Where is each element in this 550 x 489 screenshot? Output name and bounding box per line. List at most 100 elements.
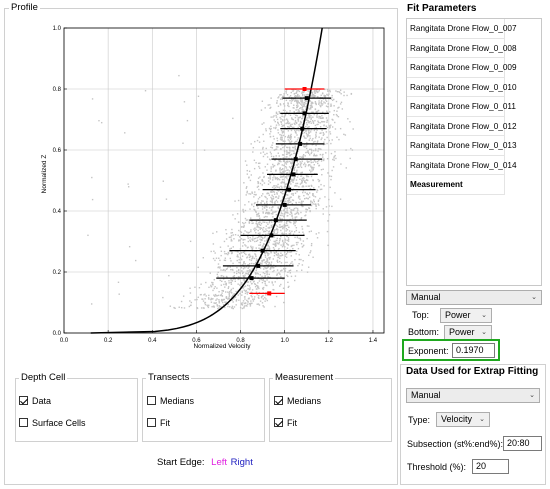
data-point: [277, 122, 279, 125]
data-point: [290, 161, 292, 163]
data-point: [225, 297, 228, 299]
list-item-transect[interactable]: Rangitata Drone Flow_0_013: [407, 136, 517, 156]
data-point: [308, 139, 310, 141]
data-point: [264, 284, 267, 286]
data-point: [273, 230, 276, 232]
depth-cell-surface-checkbox[interactable]: Surface Cells: [19, 418, 86, 428]
data-point: [228, 282, 230, 284]
median-point: [256, 263, 261, 268]
extrap-mode-select[interactable]: Manual ⌄: [406, 388, 540, 403]
data-point: [283, 105, 286, 107]
subsection-input[interactable]: 20:80: [503, 436, 542, 451]
data-point: [233, 238, 235, 240]
data-point: [268, 231, 270, 233]
transects-fit-checkbox[interactable]: Fit: [147, 418, 170, 428]
data-point: [290, 178, 292, 181]
data-point: [213, 250, 215, 252]
list-item-transect[interactable]: Rangitata Drone Flow_0_009: [407, 58, 517, 78]
data-point: [204, 303, 207, 306]
data-point: [284, 251, 286, 254]
data-point: [267, 212, 269, 215]
data-point: [232, 275, 235, 278]
type-select[interactable]: Velocity ⌄: [436, 412, 490, 427]
data-point: [302, 93, 304, 96]
data-point: [295, 229, 298, 232]
list-item-transect[interactable]: Rangitata Drone Flow_0_014: [407, 155, 517, 175]
data-point: [211, 306, 213, 308]
data-point: [305, 108, 307, 111]
list-item-measurement[interactable]: Measurement: [407, 175, 505, 195]
list-item-transect[interactable]: Rangitata Drone Flow_0_008: [407, 38, 517, 58]
data-point: [291, 217, 294, 219]
data-point: [258, 196, 261, 199]
data-point: [290, 157, 293, 160]
fit-mode-select[interactable]: Manual ⌄: [406, 290, 542, 305]
data-point: [248, 201, 250, 203]
data-point: [322, 98, 325, 100]
data-point: [254, 272, 257, 274]
data-point: [267, 263, 270, 266]
data-point: [258, 304, 261, 306]
data-point: [224, 291, 227, 293]
data-point: [235, 290, 237, 293]
data-point: [255, 222, 257, 225]
data-point: [308, 90, 310, 93]
data-point: [248, 193, 250, 195]
data-point: [248, 170, 251, 172]
data-point: [291, 189, 294, 192]
list-item-transect[interactable]: Rangitata Drone Flow_0_007: [407, 19, 517, 39]
data-point: [297, 241, 299, 244]
transects-medians-checkbox[interactable]: Medians: [147, 396, 194, 406]
median-point: [249, 276, 254, 281]
data-point: [324, 95, 327, 97]
data-point: [317, 109, 320, 112]
measurement-medians-checkbox[interactable]: Medians: [274, 396, 321, 406]
measurement-fit-checkbox[interactable]: Fit: [274, 418, 297, 428]
data-point: [282, 120, 284, 122]
data-point: [259, 227, 262, 229]
data-point: [320, 188, 323, 191]
data-point: [264, 296, 266, 299]
data-point: [289, 269, 292, 272]
data-point: [313, 153, 315, 155]
data-point: [274, 305, 276, 308]
data-point: [268, 247, 271, 250]
list-item-transect[interactable]: Rangitata Drone Flow_0_011: [407, 97, 516, 117]
bottom-select[interactable]: Power ⌄: [444, 325, 492, 340]
data-point: [299, 123, 301, 125]
data-point: [217, 263, 220, 265]
top-select[interactable]: Power ⌄: [440, 308, 492, 323]
start-edge-right[interactable]: Right: [230, 457, 253, 468]
exponent-input[interactable]: 0.1970: [452, 343, 495, 358]
data-point: [288, 160, 291, 163]
depth-cell-data-checkbox[interactable]: Data: [19, 396, 51, 406]
data-point: [272, 166, 274, 168]
data-point: [225, 301, 227, 303]
data-point: [286, 169, 288, 171]
data-point: [315, 144, 317, 147]
data-point: [256, 293, 258, 296]
data-point: [330, 105, 333, 107]
data-point: [320, 138, 322, 141]
data-point: [262, 133, 264, 136]
data-point: [259, 235, 261, 238]
data-point: [325, 117, 328, 119]
data-point: [270, 250, 272, 253]
data-point: [265, 228, 267, 230]
data-point: [313, 154, 316, 157]
chevron-down-icon: ⌄: [529, 392, 535, 399]
data-point: [266, 272, 268, 274]
data-point: [246, 299, 248, 302]
data-point: [258, 188, 260, 191]
data-point: [313, 154, 315, 157]
data-point: [287, 179, 289, 181]
start-edge-left[interactable]: Left: [211, 457, 228, 468]
data-point: [301, 100, 303, 103]
data-point: [247, 267, 249, 269]
data-point: [258, 287, 260, 290]
data-point: [296, 90, 298, 92]
transect-list[interactable]: Rangitata Drone Flow_0_007 Rangitata Dron…: [406, 18, 542, 286]
list-item-transect[interactable]: Rangitata Drone Flow_0_010: [407, 77, 517, 97]
threshold-input[interactable]: 20: [472, 459, 509, 474]
list-item-transect[interactable]: Rangitata Drone Flow_0_012: [407, 116, 517, 136]
